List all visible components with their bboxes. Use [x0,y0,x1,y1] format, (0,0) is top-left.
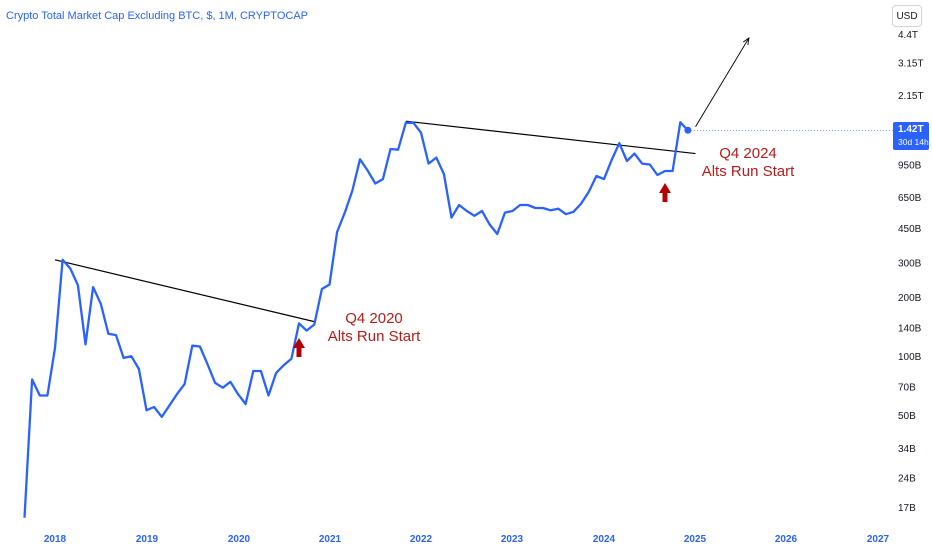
up-arrow-icon [659,182,671,202]
currency-button[interactable]: USD [892,5,922,27]
y-tick-label: 950B [898,160,922,171]
trendline[interactable] [405,120,696,155]
projection-arrow[interactable] [695,37,750,127]
last-price-badge: 1.42T 30d 14h [893,122,929,150]
y-tick-label: 300B [898,259,922,270]
chart-title: Crypto Total Market Cap Excluding BTC, $… [6,10,309,22]
y-tick-label: 4.4T [898,30,918,41]
x-tick-label: 2022 [410,534,433,545]
x-tick-label: 2025 [684,534,707,545]
x-tick-label: 2024 [593,534,616,545]
x-tick-label: 2018 [44,534,67,545]
x-tick-label: 2026 [775,534,798,545]
last-price-value: 1.42T [898,124,924,135]
y-tick-label: 17B [898,503,916,514]
x-tick-label: 2021 [319,534,342,545]
x-tick-label: 2023 [501,534,524,545]
y-tick-label: 140B [898,324,922,335]
trendlines [54,36,750,323]
y-tick-label: 200B [898,293,922,304]
annotation-title: Q4 2024 [719,145,777,162]
series-line[interactable] [23,121,689,518]
y-tick-label: 100B [898,352,922,363]
y-tick-label: 650B [898,193,922,204]
y-tick-label: 450B [898,224,922,235]
y-tick-label: 34B [898,444,916,455]
y-tick-label: 2.15T [898,91,924,102]
y-tick-label: 3.15T [898,58,924,69]
projection-arrow-head [742,36,750,45]
annotation-subtitle: Alts Run Start [328,328,421,345]
x-tick-label: 2027 [867,534,890,545]
series-layer [23,121,893,518]
annotation-subtitle: Alts Run Start [702,163,795,180]
x-tick-label: 2019 [136,534,159,545]
y-tick-label: 24B [898,474,916,485]
y-axis: 4.4T 3.15T 2.15T 950B 650B 450B 300B 200B 140B 10… [898,30,924,514]
annotation-title: Q4 2020 [345,310,403,327]
y-tick-label: 50B [898,411,916,422]
x-axis: 2018 2019 2020 2021 2022 2023 2024 2025 2026 2027 [44,534,890,545]
trendline[interactable] [54,259,315,323]
bar-countdown: 30d 14h [898,137,929,147]
up-arrow-icon [293,338,305,358]
y-tick-label: 70B [898,383,916,394]
x-tick-label: 2020 [228,534,251,545]
